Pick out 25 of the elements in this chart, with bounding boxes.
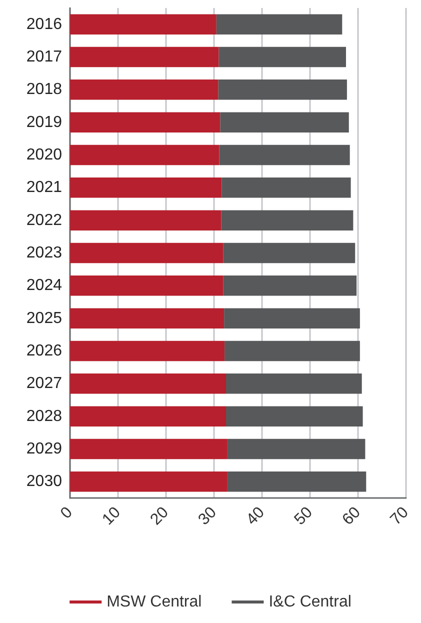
y-tick-label: 2023 — [26, 244, 62, 262]
x-tick-label: 70 — [387, 504, 412, 529]
y-tick-label: 2025 — [26, 310, 62, 327]
x-tick-label: 50 — [291, 504, 316, 529]
y-tick-label: 2019 — [26, 114, 62, 131]
x-tick-label: 30 — [195, 504, 220, 529]
y-tick-label: 2020 — [26, 146, 62, 164]
y-tick-label: 2026 — [26, 342, 62, 360]
y-tick-label: 2022 — [26, 212, 62, 229]
y-tick-label: 2027 — [26, 375, 62, 392]
x-tick-label: 20 — [147, 504, 172, 529]
x-tick-label: 60 — [339, 504, 364, 529]
y-tick-label: 2016 — [26, 16, 62, 33]
x-tick-label: 40 — [243, 504, 268, 529]
y-tick-label: 2017 — [26, 48, 62, 66]
x-tick-label: 0 — [58, 504, 76, 522]
y-tick-label: 2021 — [26, 179, 62, 196]
y-tick-label: 2018 — [26, 81, 62, 98]
x-tick-label: 10 — [99, 504, 124, 529]
legend-label: MSW Central — [106, 594, 202, 610]
legend-label: I&C Central — [268, 594, 352, 610]
y-tick-label: 2024 — [26, 277, 62, 294]
y-tick-label: 2028 — [26, 408, 62, 425]
y-tick-label: 2029 — [26, 440, 62, 458]
y-tick-label: 2030 — [26, 473, 62, 490]
